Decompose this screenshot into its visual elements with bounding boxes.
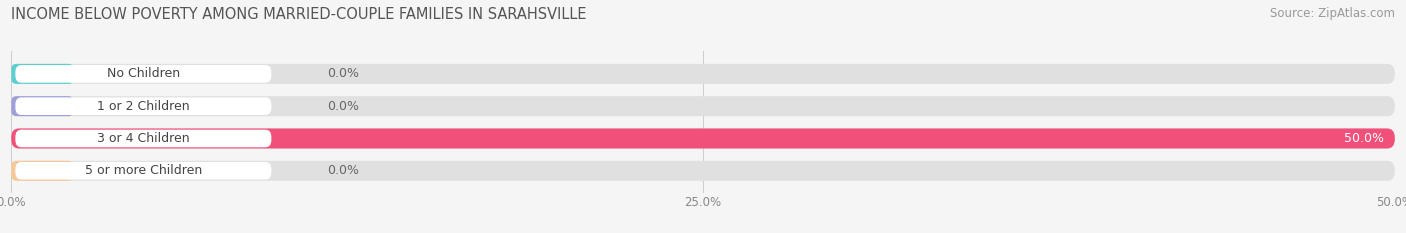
Text: 1 or 2 Children: 1 or 2 Children bbox=[97, 100, 190, 113]
FancyBboxPatch shape bbox=[15, 65, 271, 83]
FancyBboxPatch shape bbox=[11, 161, 73, 181]
FancyBboxPatch shape bbox=[11, 64, 73, 84]
FancyBboxPatch shape bbox=[15, 97, 271, 115]
FancyBboxPatch shape bbox=[11, 96, 73, 116]
FancyBboxPatch shape bbox=[11, 128, 1395, 148]
Text: No Children: No Children bbox=[107, 67, 180, 80]
FancyBboxPatch shape bbox=[15, 162, 271, 180]
Text: 0.0%: 0.0% bbox=[326, 100, 359, 113]
Text: 0.0%: 0.0% bbox=[326, 67, 359, 80]
FancyBboxPatch shape bbox=[15, 130, 271, 147]
Text: Source: ZipAtlas.com: Source: ZipAtlas.com bbox=[1270, 7, 1395, 20]
Text: 0.0%: 0.0% bbox=[326, 164, 359, 177]
Text: 3 or 4 Children: 3 or 4 Children bbox=[97, 132, 190, 145]
FancyBboxPatch shape bbox=[11, 128, 1395, 148]
FancyBboxPatch shape bbox=[11, 96, 1395, 116]
FancyBboxPatch shape bbox=[11, 64, 1395, 84]
Text: INCOME BELOW POVERTY AMONG MARRIED-COUPLE FAMILIES IN SARAHSVILLE: INCOME BELOW POVERTY AMONG MARRIED-COUPL… bbox=[11, 7, 586, 22]
Text: 5 or more Children: 5 or more Children bbox=[84, 164, 202, 177]
FancyBboxPatch shape bbox=[11, 161, 1395, 181]
Text: 50.0%: 50.0% bbox=[1344, 132, 1384, 145]
